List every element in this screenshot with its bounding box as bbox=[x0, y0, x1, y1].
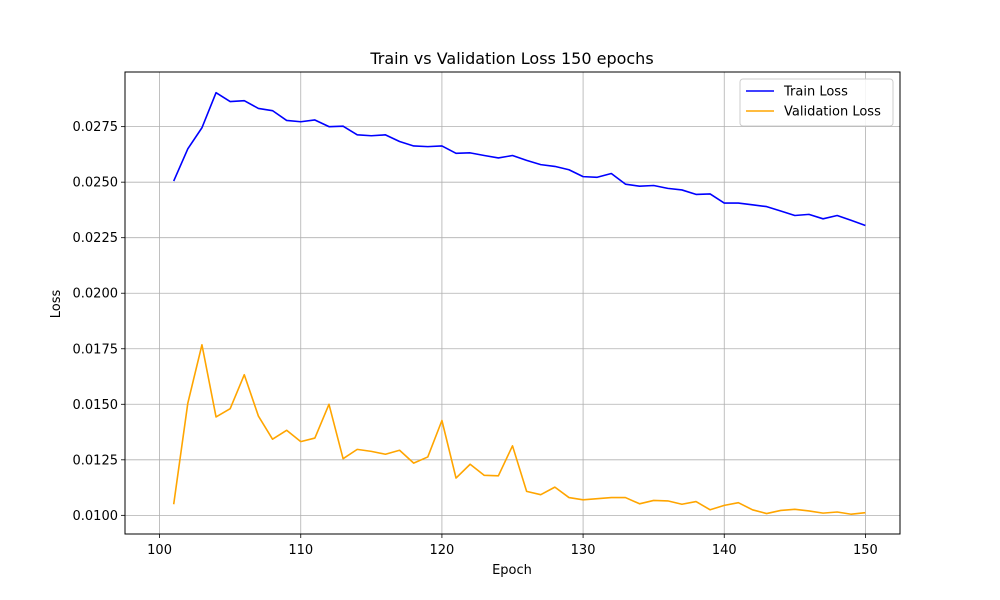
x-tick-label: 100 bbox=[147, 543, 172, 558]
validation-loss-legend-label: Validation Loss bbox=[784, 105, 881, 120]
chart-title: Train vs Validation Loss 150 epochs bbox=[369, 49, 653, 68]
legend: Train Loss Validation Loss bbox=[739, 78, 894, 127]
x-axis-label: Epoch bbox=[492, 563, 532, 578]
ticks: 100 110 120 130 140 150 0.0100 0.0125 0.0150 0.01… bbox=[73, 120, 878, 558]
y-tick-label: 0.0150 bbox=[73, 398, 119, 413]
series-lines bbox=[172, 91, 866, 516]
x-tick-label: 110 bbox=[288, 543, 313, 558]
y-tick-label: 0.0200 bbox=[73, 287, 119, 302]
train-loss-legend-label: Train Loss bbox=[783, 85, 848, 100]
x-tick-label: 130 bbox=[571, 543, 596, 558]
legend-box bbox=[739, 78, 894, 127]
y-tick-label: 0.0225 bbox=[73, 231, 119, 246]
plot-frame bbox=[124, 71, 901, 535]
x-tick-label: 140 bbox=[712, 543, 737, 558]
y-tick-label: 0.0125 bbox=[73, 453, 119, 468]
x-tick-label: 120 bbox=[430, 543, 455, 558]
train-loss-line bbox=[172, 91, 866, 227]
y-tick-label: 0.0100 bbox=[73, 509, 119, 524]
x-tick-label: 150 bbox=[853, 543, 878, 558]
validation-loss-line bbox=[172, 343, 866, 516]
y-tick-label: 0.0175 bbox=[73, 342, 119, 357]
y-tick-label: 0.0275 bbox=[73, 120, 119, 135]
y-axis-label: Loss bbox=[49, 290, 64, 319]
y-tick-label: 0.0250 bbox=[73, 176, 119, 191]
